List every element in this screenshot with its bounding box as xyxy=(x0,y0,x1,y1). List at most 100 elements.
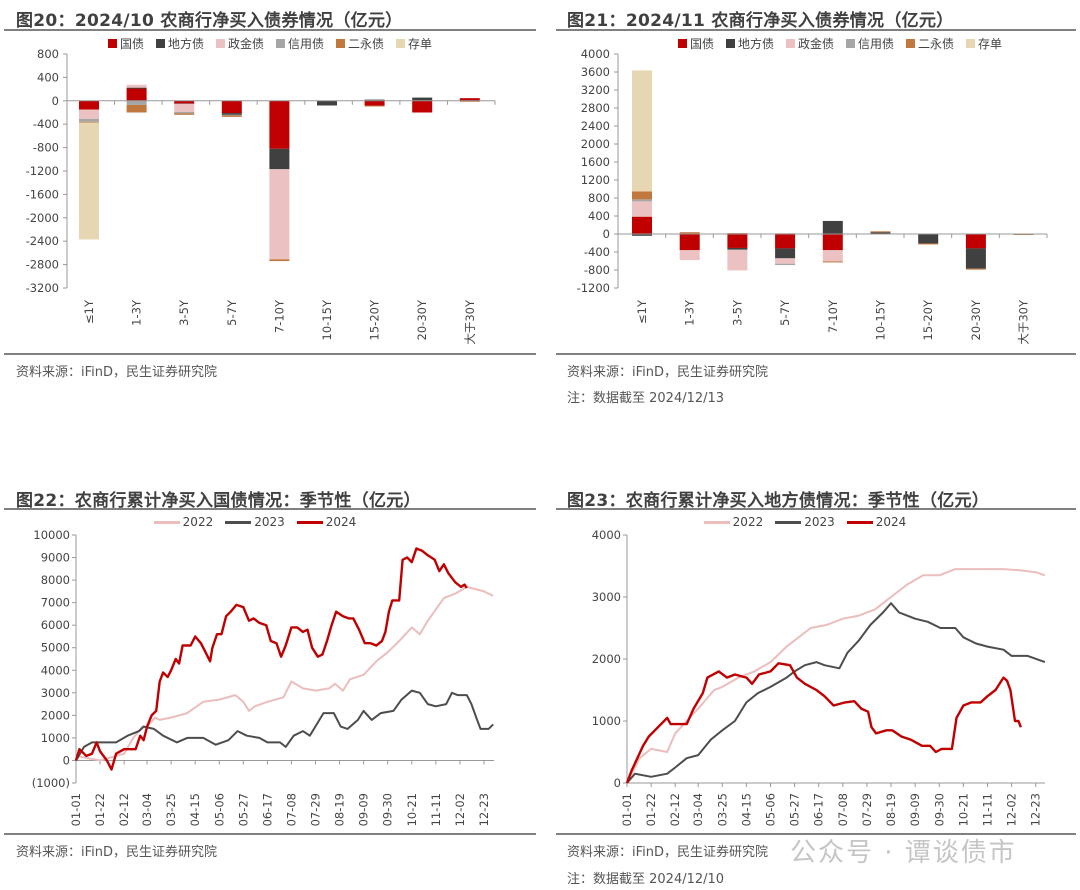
legend-item: 二永债 xyxy=(336,35,384,52)
legend-swatch xyxy=(785,39,795,48)
legend-item: 2024 xyxy=(846,515,906,529)
bar-segment-政金债 xyxy=(632,201,652,217)
x-tick-label: 04-15 xyxy=(188,793,202,826)
bar-segment-地方债 xyxy=(317,100,337,106)
legend-item: 2023 xyxy=(775,515,835,529)
bar-segment-国债 xyxy=(775,234,796,249)
y-tick-label: 7000 xyxy=(41,596,70,610)
x-tick-label: 08-19 xyxy=(884,793,898,826)
x-tick-label: ≤1Y xyxy=(82,299,96,324)
x-tick-label: 07-29 xyxy=(860,793,874,826)
x-tick-label: 10-21 xyxy=(956,793,970,826)
y-tick-label: -400 xyxy=(33,117,59,131)
bar-segment-信用债 xyxy=(174,111,195,114)
series-line-2024 xyxy=(625,662,1022,784)
line-chart: 4000 3000 2000 1000 0 01-01 01-22 02-12 03-04 03-… xyxy=(592,528,1046,826)
x-tick-label: 3-5Y xyxy=(730,299,744,326)
source-divider xyxy=(4,353,536,355)
y-tick-label: -800 xyxy=(584,263,610,277)
bar-segment-政金债 xyxy=(79,109,99,119)
x-tick-label: 05-27 xyxy=(788,793,802,826)
x-tick-label: 大于30Y xyxy=(1017,299,1031,345)
x-tick-label: 07-08 xyxy=(836,793,850,826)
legend-item: 二永债 xyxy=(906,35,954,52)
note-text: 注：数据截至 2024/12/10 xyxy=(567,872,725,887)
legend-swatch xyxy=(906,39,916,48)
legend-label: 政金债 xyxy=(227,37,264,51)
chart-panel-22: 图22：农商行累计净买入国债情况：季节性（亿元） 10000 9000 8000 70… xyxy=(0,480,540,890)
bar-segment-政金债 xyxy=(727,249,748,271)
x-tick-label: 01-01 xyxy=(620,793,634,826)
chart-panel-21: 图21：2024/11 农商行净买入债券情况（亿元） 4000 3600 3200 2… xyxy=(540,0,1080,410)
x-tick-label: 15-20Y xyxy=(368,299,382,340)
source-text: 资料来源：iFinD，民生证券研究院 xyxy=(16,845,218,860)
bar-segment-国债 xyxy=(632,216,652,234)
y-tick-label: -3200 xyxy=(26,281,59,295)
bar-segment-二永债 xyxy=(269,259,290,262)
bar-segment-地方债 xyxy=(727,247,748,250)
y-tick-label: 8000 xyxy=(41,573,70,587)
x-tick-label: 01-22 xyxy=(93,793,107,826)
source-divider xyxy=(556,833,1076,835)
y-tick-label: 3000 xyxy=(592,590,621,604)
bar-segment-信用债 xyxy=(775,263,796,266)
bar-segment-地方债 xyxy=(412,97,433,101)
legend-swatch xyxy=(703,520,730,524)
y-tick-label: 6000 xyxy=(41,618,70,632)
bar-segment-地方债 xyxy=(822,220,843,234)
y-tick-label: 1000 xyxy=(592,714,621,728)
chart-title: 图22：农商行累计净买入国债情况：季节性（亿元） xyxy=(16,491,421,511)
source-text: 资料来源：iFinD，民生证券研究院 xyxy=(16,365,218,380)
y-tick-label: 10000 xyxy=(33,528,70,542)
legend-swatch xyxy=(677,39,687,48)
legend: 国债 地方债 政金债 信用债 二永债 存单 xyxy=(600,35,1080,52)
y-tick-label: 0 xyxy=(614,776,621,790)
x-tick-label: 12-02 xyxy=(453,793,467,826)
bar-segment-地方债 xyxy=(775,248,796,259)
y-tick-label: -2000 xyxy=(26,211,59,225)
legend-label: 二永债 xyxy=(918,37,955,51)
legend: 2022 2023 2024 xyxy=(530,515,1080,529)
legend-item: 存单 xyxy=(396,35,432,52)
legend: 2022 2023 2024 xyxy=(0,515,540,529)
y-tick-label: -2400 xyxy=(26,234,59,248)
legend-label: 2022 xyxy=(732,515,764,529)
legend-label: 政金债 xyxy=(797,37,834,51)
legend-label: 国债 xyxy=(119,37,144,51)
legend-swatch xyxy=(215,39,225,48)
bar-segment-政金债 xyxy=(126,84,147,88)
chart-panel-20: 图20：2024/10 农商行净买入债券情况（亿元） 800 400 0 -400 -8… xyxy=(0,0,540,410)
legend-item: 政金债 xyxy=(215,35,264,52)
bar-segment-二永债 xyxy=(79,121,99,123)
legend-item: 2022 xyxy=(703,515,764,529)
source-divider xyxy=(4,833,536,835)
legend-swatch xyxy=(336,39,346,48)
bar-segment-国债 xyxy=(965,234,986,249)
bar-segment-信用债 xyxy=(126,100,147,105)
bar-segment-国债 xyxy=(126,88,147,101)
line-chart: 1000090008000700060005000400030002000100… xyxy=(32,528,494,826)
x-tick-label: 05-06 xyxy=(212,793,226,826)
legend-item: 2023 xyxy=(225,515,285,529)
x-tick-label: 大于30Y xyxy=(463,299,477,345)
legend-item: 存单 xyxy=(966,35,1002,52)
y-tick-label: (1000) xyxy=(32,776,70,790)
y-tick-label: -1200 xyxy=(577,281,610,295)
bar-segment-国债 xyxy=(364,100,385,106)
x-tick-label: 01-22 xyxy=(644,793,658,826)
source-divider xyxy=(556,353,1076,355)
x-tick-label: 12-02 xyxy=(1005,793,1019,826)
legend-item: 国债 xyxy=(677,35,714,52)
y-tick-label: 2800 xyxy=(581,101,610,115)
x-tick-label: 01-01 xyxy=(69,793,83,826)
legend-item: 2022 xyxy=(153,515,213,529)
legend-label: 地方债 xyxy=(167,37,204,51)
x-tick-label: ≤1Y xyxy=(635,299,649,324)
x-tick-label: 02-12 xyxy=(668,793,682,826)
x-tick-label: 07-29 xyxy=(309,793,323,826)
legend-label: 信用债 xyxy=(288,37,325,51)
legend-item: 国债 xyxy=(107,35,144,52)
title-divider xyxy=(556,29,1076,31)
bar-segment-信用债 xyxy=(632,199,652,202)
bar-segment-地方债 xyxy=(126,87,147,89)
